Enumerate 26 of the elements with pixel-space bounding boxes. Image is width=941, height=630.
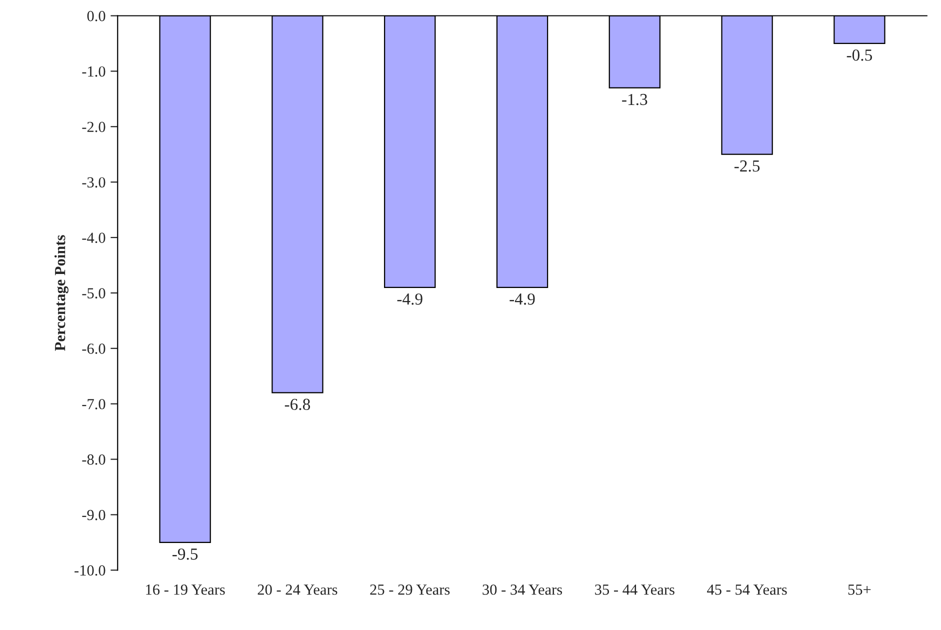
data-label: -4.9 (510, 293, 535, 305)
y-axis-title: Percentage Points (54, 235, 68, 351)
data-label: -2.5 (734, 160, 760, 172)
data-label: -1.3 (622, 94, 648, 106)
x-tick-label: 45 - 54 Years (707, 584, 787, 595)
y-tick-label: -8.0 (82, 454, 106, 465)
y-tick-label: -2.0 (82, 122, 106, 132)
data-label: -4.9 (397, 293, 422, 305)
x-tick-label: 35 - 44 Years (595, 584, 674, 595)
data-label: -0.5 (846, 50, 872, 61)
y-tick-label: -3.0 (82, 177, 106, 188)
data-label: -6.8 (284, 398, 310, 410)
y-tick-label: 0.0 (87, 10, 106, 22)
x-tick-label: 25 - 29 Years (370, 584, 450, 595)
y-tick-label: -10.0 (74, 565, 106, 576)
y-tick-label: -6.0 (82, 344, 106, 354)
x-tick-label: 30 - 34 Years (482, 584, 562, 595)
y-tick-label: -5.0 (82, 288, 106, 298)
x-tick-label: 55+ (848, 584, 871, 595)
x-tick-label: 20 - 24 Years (258, 584, 338, 595)
y-tick-label: -4.0 (82, 232, 106, 244)
y-tick-label: -1.0 (82, 66, 106, 77)
data-label: -9.5 (172, 548, 198, 560)
y-tick-label: -9.0 (82, 510, 106, 520)
x-tick-label: 16 - 19 Years (146, 584, 225, 595)
y-tick-label: -7.0 (82, 398, 106, 410)
